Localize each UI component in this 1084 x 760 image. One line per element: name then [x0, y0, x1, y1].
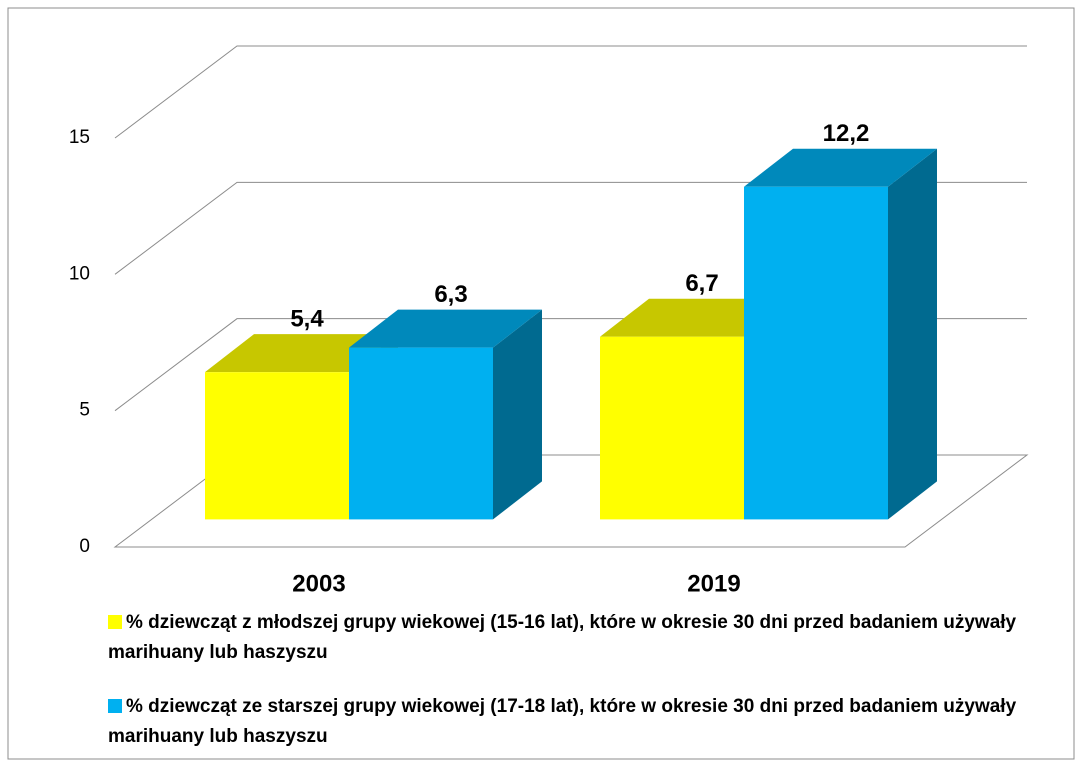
- bar: [600, 336, 744, 520]
- legend-entry: % dziewcząt z młodszej grupy wiekowej (1…: [108, 608, 1028, 668]
- value-label: 6,3: [434, 281, 467, 308]
- legend-label: % dziewcząt z młodszej grupy wiekowej (1…: [108, 612, 1017, 663]
- value-label: 6,7: [685, 270, 718, 297]
- bar: [205, 372, 349, 520]
- x-tick-label: 2003: [292, 570, 345, 597]
- bar-top: [744, 148, 937, 187]
- legend-swatch: [108, 699, 122, 713]
- value-label: 5,4: [290, 306, 324, 333]
- y-tick-label: 5: [79, 400, 90, 421]
- bar-side: [493, 309, 542, 520]
- legend-entry: % dziewcząt ze starszej grupy wiekowej (…: [108, 692, 1028, 752]
- bar: [744, 186, 888, 520]
- value-label: 12,2: [823, 120, 870, 147]
- bar-side: [888, 148, 937, 520]
- y-tick-label: 10: [69, 263, 90, 284]
- x-tick-label: 2019: [687, 570, 740, 597]
- legend-swatch: [108, 615, 122, 629]
- y-tick-label: 15: [69, 127, 90, 148]
- grid-line: [114, 45, 1027, 139]
- floor: [113, 454, 1029, 548]
- y-tick-label: 0: [79, 536, 90, 557]
- legend-label: % dziewcząt ze starszej grupy wiekowej (…: [108, 696, 1017, 747]
- bar-top: [349, 309, 542, 348]
- bar: [349, 347, 493, 520]
- chart-border: [7, 7, 1075, 760]
